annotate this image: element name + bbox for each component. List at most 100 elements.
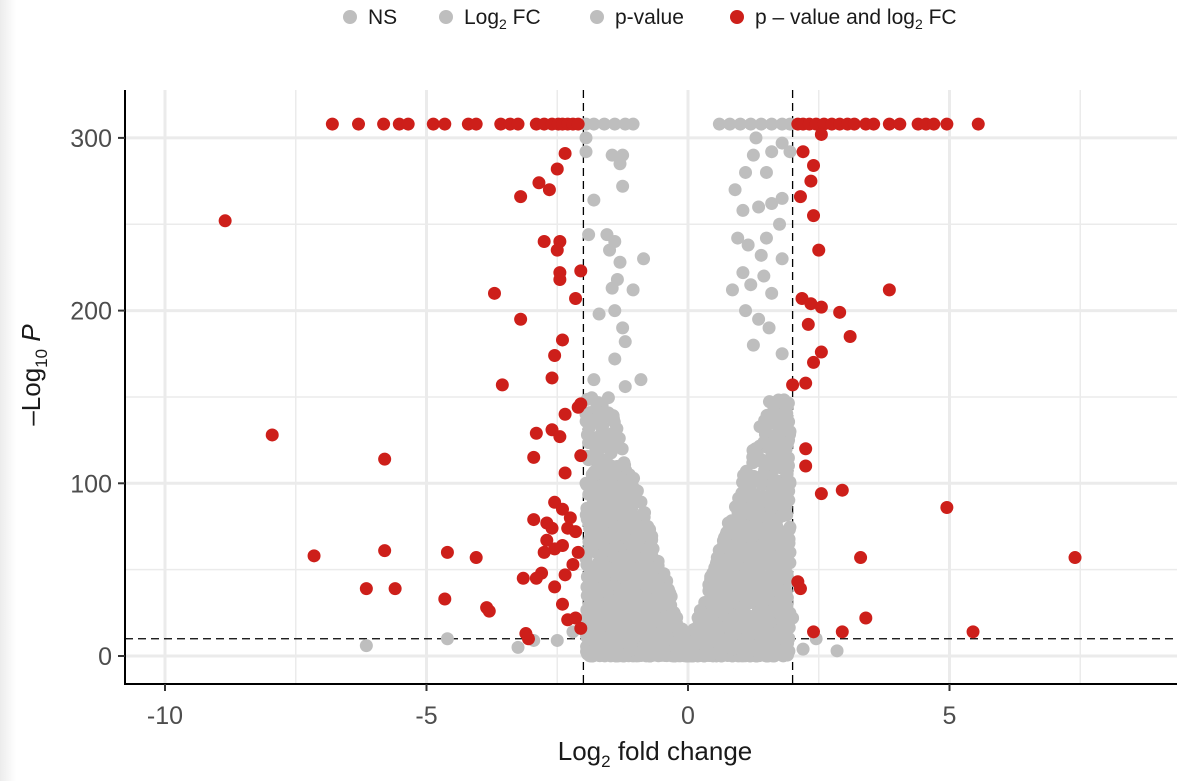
data-point [833,305,847,319]
data-point [835,625,849,639]
data-point [796,642,810,656]
data-point [603,243,617,257]
y-axis-title: –Log10 P [16,324,51,426]
legend-swatch-icon [439,10,453,24]
data-point [799,442,813,456]
x-tick-label: -10 [147,702,183,730]
data-point [608,352,622,366]
data-point [579,476,593,490]
data-point [712,117,726,131]
data-point [571,545,585,559]
data-point [514,312,528,326]
data-point [783,424,797,438]
data-point [752,312,766,326]
data-point [616,179,630,193]
data-point [587,373,601,387]
data-point [548,542,562,556]
data-point [527,513,541,527]
data-point [927,117,941,131]
data-point [754,117,768,131]
x-axis-title: Log2 fold change [558,736,753,771]
data-point [723,117,737,131]
data-point [440,545,454,559]
data-point [574,621,588,635]
data-point [847,117,861,131]
data-point [626,117,640,131]
y-tick-label: 0 [98,643,112,671]
data-point [537,545,551,559]
data-point [940,500,954,514]
data-point [582,228,596,242]
data-point [799,459,813,473]
data-point [511,640,525,654]
data-point [854,551,868,565]
data-point [377,117,391,131]
data-point [359,582,373,596]
data-point [469,117,483,131]
legend-label: NS [368,6,397,29]
data-point [605,148,619,162]
data-point [392,117,406,131]
data-point [804,174,818,188]
legend-item: p – value and log2 FC [730,6,957,32]
data-point [597,117,611,131]
data-point [519,627,533,641]
data-point [469,551,483,565]
data-point [613,157,627,171]
data-point [765,197,779,211]
data-point [608,304,622,318]
data-point [558,407,572,421]
data-point [558,568,572,582]
data-point [966,625,980,639]
y-tick-label: 100 [70,470,112,498]
data-point [569,525,583,539]
data-point [882,117,896,131]
data-point [736,203,750,217]
legend-item: Log2 FC [439,6,541,32]
data-point [378,544,392,558]
data-point [799,376,813,390]
data-point [882,283,896,297]
data-point [741,238,755,252]
data-point [548,349,562,363]
data-point [746,148,760,162]
data-point [494,117,508,131]
legend-label: Log2 FC [464,6,541,32]
data-point [563,511,577,525]
data-point [613,255,627,269]
data-point [555,597,569,611]
data-point [527,450,541,464]
data-point [775,191,789,205]
data-point [529,426,543,440]
y-tick-label: 200 [70,298,112,326]
data-point [566,557,580,571]
data-point [830,644,844,658]
data-point [626,283,640,297]
data-point [971,117,985,131]
data-point [218,214,232,228]
data-point [608,117,622,131]
data-point [728,183,742,197]
data-point [746,338,760,352]
data-point [569,292,583,306]
data-point [359,639,373,653]
data-point [550,162,564,176]
data-point [482,604,496,618]
data-point [801,317,815,331]
data-point [605,281,619,295]
data-point [542,183,556,197]
data-point [814,345,828,359]
legend-item: NS [343,6,397,29]
data-point [550,633,564,647]
data-point [733,117,747,131]
data-point [1068,551,1082,565]
data-point [786,378,800,392]
data-point [804,297,818,311]
legend-swatch-icon [343,10,357,24]
data-point [592,307,606,321]
data-point [814,487,828,501]
data-point [569,611,583,625]
data-point [736,266,750,280]
data-points [218,117,1082,658]
data-point [765,117,779,131]
